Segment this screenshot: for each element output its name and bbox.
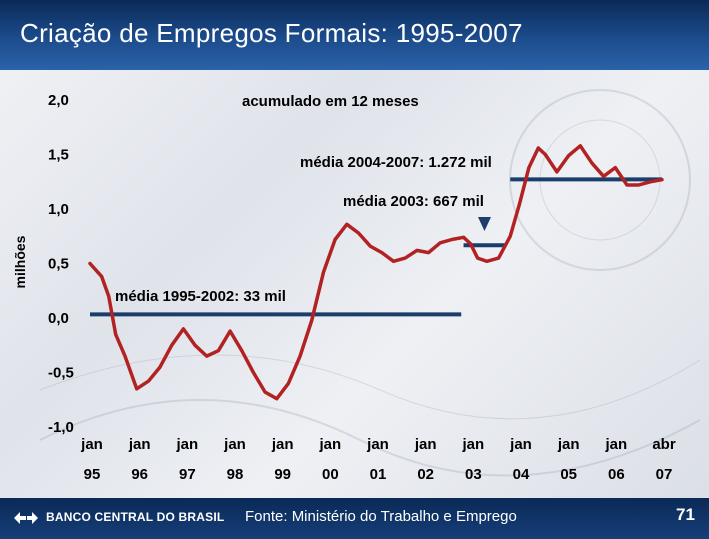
- y-tick-label: -1,0: [48, 419, 74, 436]
- x-tick-label-bottom: 97: [179, 466, 196, 483]
- y-tick-label: 0,5: [48, 256, 69, 273]
- x-tick-label-bottom: 95: [84, 466, 101, 483]
- x-tick-label-top: jan: [80, 436, 103, 453]
- x-tick-label-bottom: 05: [560, 466, 577, 483]
- y-axis-label: milhões: [12, 235, 28, 288]
- x-tick-label-bottom: 03: [465, 466, 482, 483]
- central-bank-logo: [14, 512, 38, 524]
- x-tick-label-bottom: 96: [131, 466, 148, 483]
- title-bar: [0, 0, 709, 70]
- chart-subtitle: acumulado em 12 meses: [242, 93, 419, 110]
- reference-line-label: média 2004-2007: 1.272 mil: [300, 154, 492, 171]
- x-tick-label-bottom: 06: [608, 466, 625, 483]
- x-tick-label-top: jan: [175, 436, 198, 453]
- x-tick-label-bottom: 98: [227, 466, 244, 483]
- x-tick-label-top: jan: [557, 436, 580, 453]
- y-tick-label: 2,0: [48, 92, 69, 109]
- x-tick-label-bottom: 07: [656, 466, 673, 483]
- x-tick-label-top: jan: [414, 436, 437, 453]
- footer-bar: [0, 498, 709, 539]
- y-tick-label: 1,5: [48, 147, 69, 164]
- x-tick-label-top: jan: [223, 436, 246, 453]
- x-tick-label-bottom: 04: [513, 466, 530, 483]
- y-tick-label: 0,0: [48, 310, 69, 327]
- x-tick-label-top: jan: [461, 436, 484, 453]
- x-tick-label-bottom: 00: [322, 466, 339, 483]
- source-note: Fonte: Ministério do Trabalho e Emprego: [245, 508, 517, 525]
- page-number: 71: [676, 505, 695, 524]
- reference-line-label: média 2003: 667 mil: [343, 193, 484, 210]
- x-tick-label-top: jan: [318, 436, 341, 453]
- x-tick-label-bottom: 01: [370, 466, 387, 483]
- y-tick-label: -0,5: [48, 365, 74, 382]
- x-tick-label-top: jan: [604, 436, 627, 453]
- x-tick-label-bottom: 99: [274, 466, 291, 483]
- x-tick-label-bottom: 02: [417, 466, 434, 483]
- x-tick-label-top: jan: [128, 436, 151, 453]
- x-tick-label-top: jan: [366, 436, 389, 453]
- bank-name: BANCO CENTRAL DO BRASIL: [46, 510, 225, 524]
- reference-line-label: média 1995-2002: 33 mil: [115, 288, 286, 305]
- y-tick-label: 1,0: [48, 201, 69, 218]
- x-tick-label-top: jan: [509, 436, 532, 453]
- x-tick-label-top: jan: [271, 436, 294, 453]
- down-arrow-icon: [478, 217, 491, 231]
- x-tick-label-top: abr: [652, 436, 676, 453]
- slide-title: Criação de Empregos Formais: 1995-2007: [20, 18, 523, 48]
- data-series-line: [88, 144, 664, 401]
